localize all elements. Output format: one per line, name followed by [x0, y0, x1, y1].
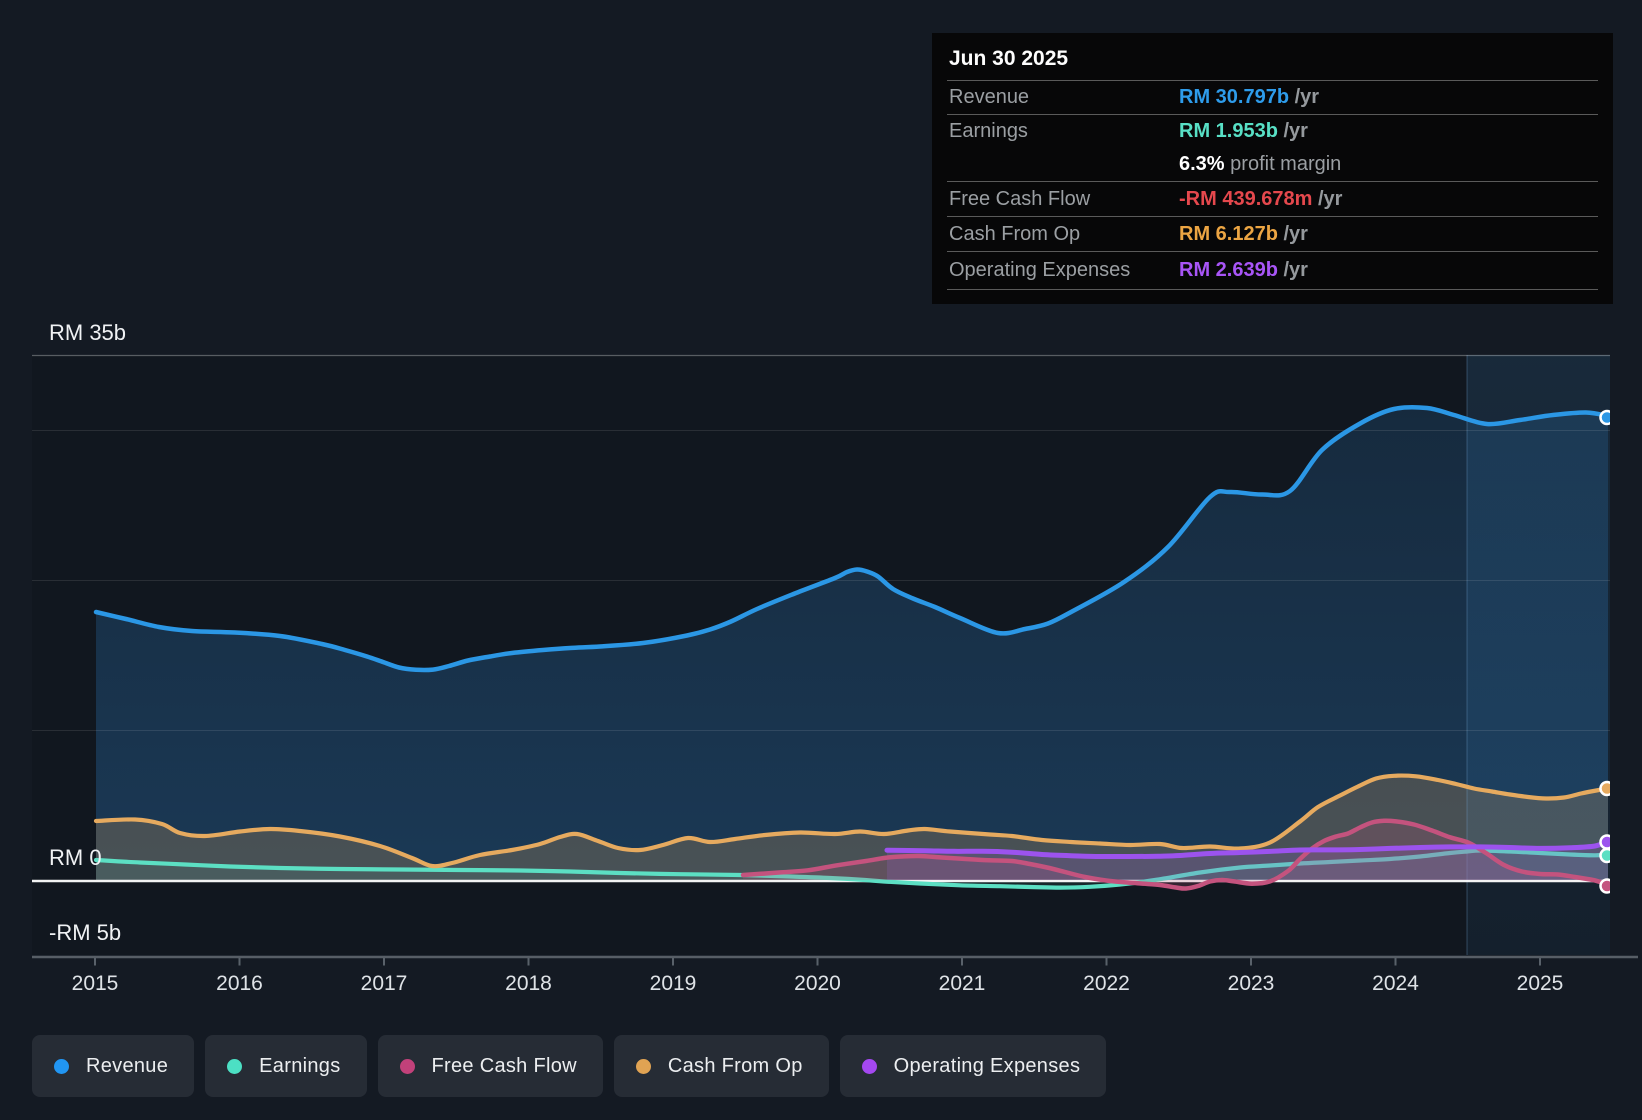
svg-text:2018: 2018	[505, 972, 552, 995]
svg-text:2021: 2021	[939, 972, 986, 995]
svg-text:RM 35b: RM 35b	[49, 320, 126, 345]
svg-text:2020: 2020	[794, 972, 841, 995]
svg-text:2016: 2016	[216, 972, 263, 995]
svg-text:2019: 2019	[650, 972, 697, 995]
svg-text:2023: 2023	[1228, 972, 1275, 995]
svg-text:RM 0: RM 0	[49, 845, 102, 870]
svg-text:2022: 2022	[1083, 972, 1130, 995]
svg-text:2024: 2024	[1372, 972, 1419, 995]
svg-text:2017: 2017	[361, 972, 408, 995]
svg-text:2025: 2025	[1517, 972, 1564, 995]
svg-text:2015: 2015	[72, 972, 119, 995]
svg-text:-RM 5b: -RM 5b	[49, 920, 121, 945]
